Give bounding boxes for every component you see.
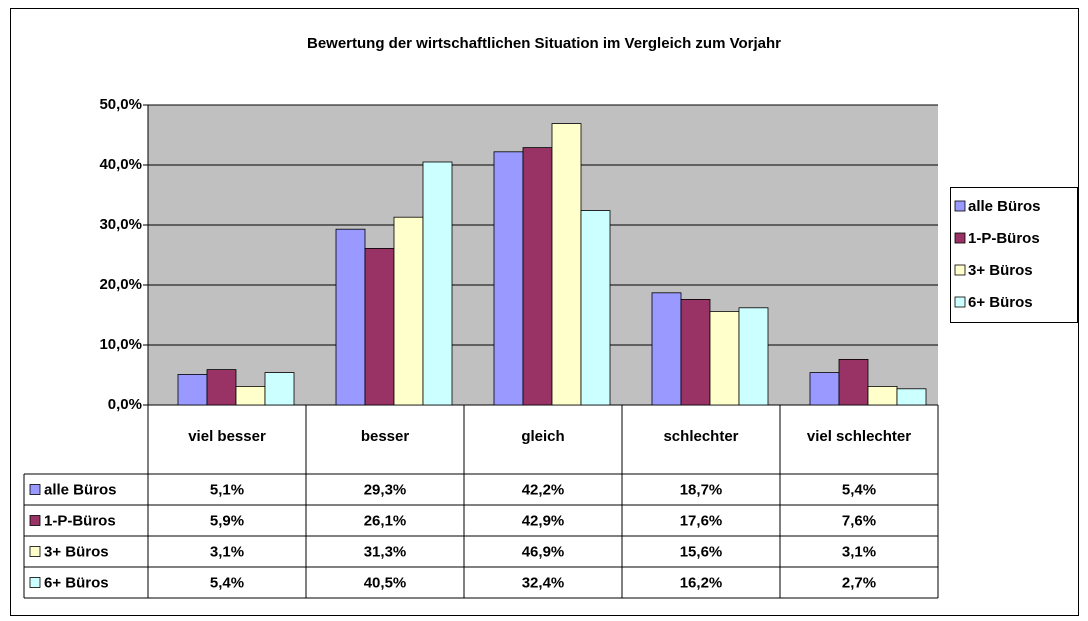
table-cell: 17,6% [680, 512, 723, 529]
bar [264, 372, 295, 406]
legend-box [950, 187, 1078, 323]
y-tick-label: 20,0% [99, 276, 142, 293]
bar [867, 385, 898, 406]
table-key [29, 484, 41, 495]
y-tick-label: 30,0% [99, 216, 142, 233]
bar [838, 358, 869, 406]
bar [493, 151, 524, 406]
table-key [29, 515, 41, 526]
bar [896, 388, 927, 406]
table-cell: 46,9% [522, 543, 565, 560]
bar [809, 372, 840, 406]
table-cell: 40,5% [364, 574, 407, 591]
x-tick-label: viel besser [188, 428, 266, 445]
bar [422, 161, 453, 406]
bar [522, 147, 553, 406]
table-cell: 42,2% [522, 481, 565, 498]
legend-label: 1-P-Büros [968, 230, 1040, 247]
table-cell: 7,6% [842, 512, 876, 529]
table-cell: 5,4% [842, 481, 876, 498]
table-key [29, 546, 41, 557]
table-cell: 3,1% [842, 543, 876, 560]
bar [393, 216, 424, 406]
table-cell: 2,7% [842, 574, 876, 591]
bar [235, 385, 266, 406]
legend-label: 3+ Büros [968, 262, 1033, 279]
bar [709, 310, 740, 406]
table-cell: 3,1% [210, 543, 244, 560]
x-tick-label: schlechter [663, 428, 738, 445]
y-tick-label: 10,0% [99, 336, 142, 353]
table-cell: 5,9% [210, 512, 244, 529]
bar [206, 369, 237, 406]
x-tick-label: besser [361, 428, 410, 445]
bar [680, 298, 711, 406]
bar [335, 228, 366, 406]
table-cell: 26,1% [364, 512, 407, 529]
bar [580, 210, 611, 406]
bar [651, 292, 682, 406]
legend-label: 6+ Büros [968, 294, 1033, 311]
x-tick-label: viel schlechter [807, 428, 911, 445]
bar [551, 123, 582, 406]
bar [177, 373, 208, 406]
table-cell: 5,1% [210, 481, 244, 498]
x-tick-label: gleich [521, 428, 564, 445]
legend-key [954, 264, 966, 276]
table-cell: 32,4% [522, 574, 565, 591]
table-cell: 15,6% [680, 543, 723, 560]
table-cell: 5,4% [210, 574, 244, 591]
chart-title: Bewertung der wirtschaftlichen Situation… [307, 35, 781, 52]
legend-label: alle Büros [968, 198, 1041, 215]
y-tick-label: 0,0% [108, 396, 142, 413]
legend-key [954, 200, 966, 212]
y-tick-label: 50,0% [99, 96, 142, 113]
table-row-header: 6+ Büros [44, 574, 109, 591]
legend-key [954, 296, 966, 308]
table-cell: 16,2% [680, 574, 723, 591]
table-cell: 29,3% [364, 481, 407, 498]
bar [738, 307, 769, 406]
table-cell: 18,7% [680, 481, 723, 498]
table-cell: 42,9% [522, 512, 565, 529]
table-key [29, 577, 41, 588]
table-row-header: alle Büros [44, 481, 117, 498]
y-tick-label: 40,0% [99, 156, 142, 173]
bar [364, 247, 395, 406]
table-row-header: 3+ Büros [44, 543, 109, 560]
table-row-header: 1-P-Büros [44, 512, 116, 529]
table-cell: 31,3% [364, 543, 407, 560]
legend-key [954, 232, 966, 244]
